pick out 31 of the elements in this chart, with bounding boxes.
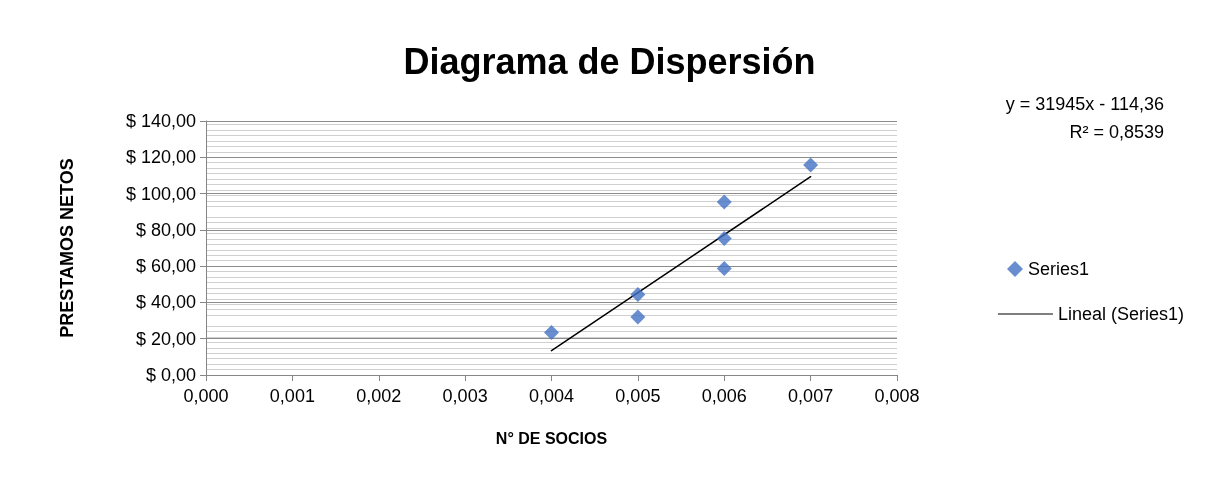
y-tick-label: $ 120,00	[125, 147, 196, 168]
x-tick-label: 0,000	[183, 386, 229, 406]
point	[716, 194, 732, 210]
x-tick-label: 0,004	[528, 386, 575, 406]
x-tick-label: 0,005	[615, 386, 661, 406]
y-axis-title: PRESTAMOS NETOS	[57, 158, 77, 338]
point	[803, 157, 819, 173]
point	[630, 309, 646, 325]
y-tick-label: $ 140,00	[125, 111, 196, 131]
x-tick-label: 0,002	[356, 386, 402, 406]
x-tick-label: 0,008	[874, 386, 920, 406]
y-tick-label: $ 40,00	[135, 292, 196, 313]
x-tick-label: 0,001	[269, 386, 315, 406]
x-axis-title: N° DE SOCIOS	[495, 429, 608, 447]
x-tick-label: 0,003	[442, 386, 488, 406]
y-tick-label: $ 60,00	[135, 256, 196, 277]
y-tick-label: $ 100,00	[125, 183, 196, 204]
point	[630, 286, 646, 302]
y-tick-label: $ 20,00	[135, 328, 196, 349]
text: R² = 0,8539	[1069, 122, 1164, 142]
legend-label: Lineal (Series1)	[1057, 304, 1184, 324]
x-tick-label: 0,006	[701, 386, 747, 406]
text: y = 31945x - 114,36	[1005, 94, 1165, 114]
chart-title: Diagrama de Dispersión	[403, 40, 816, 82]
y-tick-label: $ 80,00	[135, 219, 196, 240]
legend-label: Series1	[1027, 259, 1089, 279]
x-tick-label: 0,007	[788, 386, 834, 406]
point	[544, 325, 559, 341]
point	[716, 261, 732, 276]
y-tick-label: $ 0,00	[145, 365, 196, 385]
point	[716, 231, 732, 247]
